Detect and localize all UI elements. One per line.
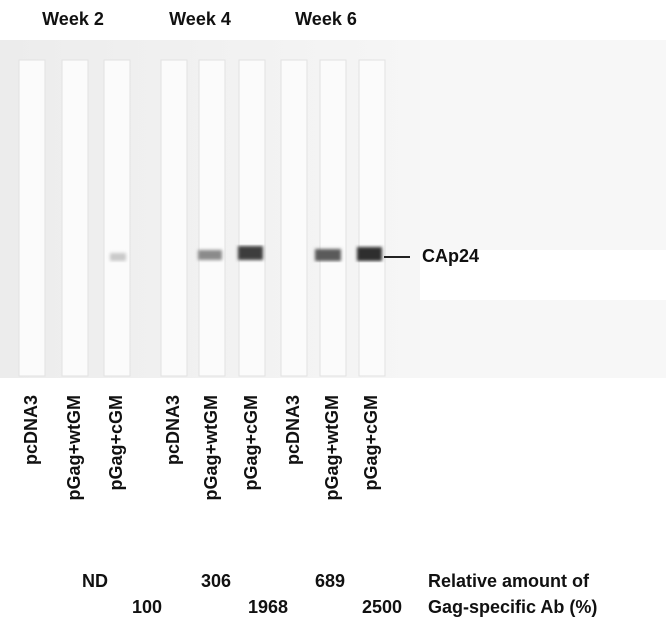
week-label: Week 4 [169, 9, 231, 29]
quant-caption: Relative amount of [428, 571, 590, 591]
blot-edge [420, 40, 666, 250]
band [357, 247, 382, 261]
quant-value: 306 [201, 571, 231, 591]
week-label: Week 6 [295, 9, 357, 29]
band [110, 253, 126, 261]
lane-label: pGag+cGM [106, 395, 126, 491]
band [238, 246, 263, 260]
lane [239, 60, 265, 376]
lane-label: pcDNA3 [21, 395, 41, 465]
lane [199, 60, 225, 376]
lanes [19, 60, 385, 376]
band [198, 250, 222, 260]
quant-value: 1968 [248, 597, 288, 617]
lane-label: pcDNA3 [163, 395, 183, 465]
lane [359, 60, 385, 376]
lane-label: pGag+cGM [241, 395, 261, 491]
band-label: CAp24 [422, 246, 479, 266]
lane [320, 60, 346, 376]
quant-value: 2500 [362, 597, 402, 617]
lane [281, 60, 307, 376]
lane-label: pGag+wtGM [201, 395, 221, 501]
lane [161, 60, 187, 376]
lane [104, 60, 130, 376]
lane-label: pcDNA3 [283, 395, 303, 465]
quant-value: 100 [132, 597, 162, 617]
band [315, 249, 341, 261]
quant-caption: Gag-specific Ab (%) [428, 597, 597, 617]
quant-value: ND [82, 571, 108, 591]
quant-value: 689 [315, 571, 345, 591]
figure: CAp24 Week 2 Week 4 Week 6 pcDNA3 pGag+wt… [0, 0, 666, 623]
lane [62, 60, 88, 376]
blot-edge [420, 300, 666, 378]
lane-label: pGag+cGM [361, 395, 381, 491]
lane-label: pGag+wtGM [322, 395, 342, 501]
lane-labels: pcDNA3 pGag+wtGM pGag+cGM pcDNA3 pGag+wtGM pG… [21, 395, 381, 501]
week-label: Week 2 [42, 9, 104, 29]
lane-label: pGag+wtGM [64, 395, 84, 501]
lane [19, 60, 45, 376]
